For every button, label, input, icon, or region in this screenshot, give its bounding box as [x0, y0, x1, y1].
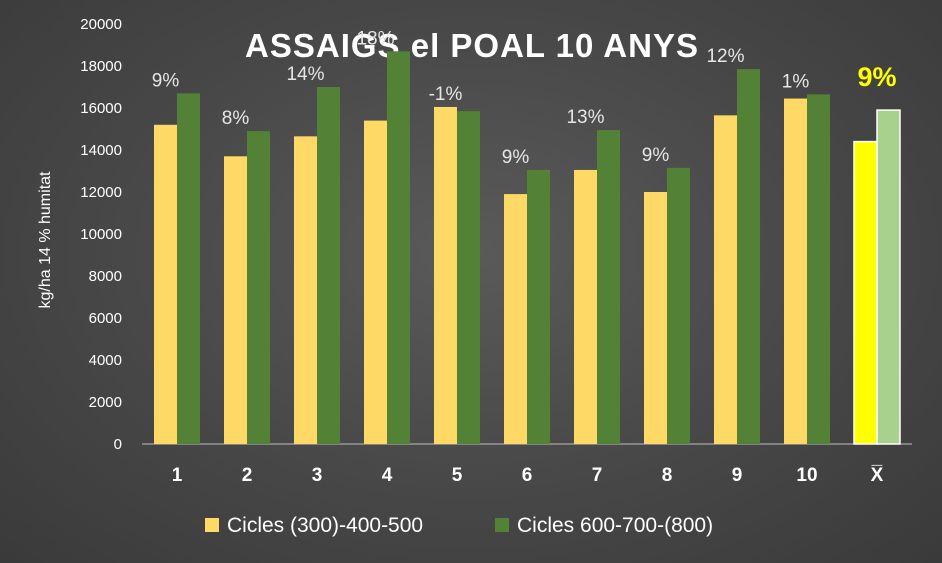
y-tick-label: 2000: [89, 394, 122, 411]
legend: Cicles (300)-400-500 Cicles 600-700-(800): [205, 514, 713, 537]
y-tick-label: 12000: [80, 184, 122, 201]
bar-series1-cat5: [434, 106, 457, 444]
y-tick-label: 4000: [89, 352, 122, 369]
legend-swatch-series1: [205, 518, 219, 532]
bar-series2-cat1: [177, 93, 200, 445]
bar-annotation: 12%: [706, 46, 744, 67]
bar-series1-cat8: [644, 192, 667, 444]
bar-series1-cat6: [504, 194, 527, 444]
x-tick-label: 3: [312, 465, 323, 486]
bar-annotation: 9%: [502, 147, 530, 168]
x-tick-label: X̅: [871, 465, 884, 486]
bar-series2-catX: [876, 109, 901, 445]
bar-annotations: 9% 8% 14% 18% -1% 9% 13% 9% 12% 1% 9%: [152, 28, 897, 168]
bar-annotation: 9%: [152, 70, 180, 91]
bar-series1-catX: [853, 140, 878, 445]
bar-annotation: 14%: [286, 64, 324, 85]
bar-series1-cat10: [784, 98, 807, 445]
bar-series2-cat6: [527, 169, 550, 444]
bar-annotation: -1%: [429, 84, 463, 105]
x-axis-ticks: 1 2 3 4 5 6 7 8 9 10 X̅: [172, 465, 884, 486]
x-tick-label: 9: [732, 465, 743, 486]
x-tick-label: 7: [592, 465, 603, 486]
y-axis-ticks: 0 2000 4000 6000 8000 10000 12000 14000 16000 180…: [80, 16, 122, 453]
bar-series1-cat7: [574, 169, 597, 444]
bar-series2-cat4: [387, 51, 410, 445]
legend-swatch-series2: [495, 518, 509, 532]
bar-annotation: 9%: [642, 145, 670, 166]
x-tick-label: 2: [242, 465, 253, 486]
y-tick-label: 10000: [80, 226, 122, 243]
bar-annotation: 18%: [356, 28, 394, 49]
bar-series2-cat2: [247, 131, 270, 444]
chart-title: ASSAIGS el POAL 10 ANYS: [245, 27, 699, 64]
bar-series2-cat8: [667, 167, 690, 444]
y-axis-label: kg/ha 14 % humitat: [37, 171, 54, 309]
y-tick-label: 6000: [89, 310, 122, 327]
y-tick-label: 0: [114, 436, 122, 453]
bar-series1-cat4: [364, 120, 387, 444]
x-tick-label: 4: [382, 465, 393, 486]
bar-series2-cat9: [737, 69, 760, 445]
legend-label-series1: Cicles (300)-400-500: [227, 514, 423, 537]
legend-label-series2: Cicles 600-700-(800): [517, 514, 713, 537]
bar-annotation: 13%: [566, 107, 604, 128]
bar-series2-cat3: [317, 87, 340, 444]
bar-series2-cat5: [457, 111, 480, 445]
y-tick-label: 8000: [89, 268, 122, 285]
y-tick-label: 14000: [80, 142, 122, 159]
bar-series2-cat10: [807, 94, 830, 444]
bar-annotation: 1%: [782, 71, 810, 92]
bar-series2-cat7: [597, 130, 620, 445]
x-tick-label: 6: [522, 465, 533, 486]
x-tick-label: 10: [796, 465, 817, 486]
bar-series1-cat9: [714, 115, 737, 444]
x-tick-label: 1: [172, 465, 183, 486]
mean-annotation: 9%: [857, 62, 896, 92]
y-tick-label: 16000: [80, 100, 122, 117]
bar-series1-cat2: [224, 156, 247, 445]
bar-series1-cat1: [154, 124, 177, 445]
x-tick-label: 5: [452, 465, 463, 486]
bar-annotation: 8%: [222, 108, 250, 129]
x-tick-label: 8: [662, 465, 673, 486]
y-tick-label: 18000: [80, 58, 122, 75]
bar-series1-cat3: [294, 136, 317, 444]
y-tick-label: 20000: [80, 16, 122, 33]
bars: [154, 51, 901, 445]
